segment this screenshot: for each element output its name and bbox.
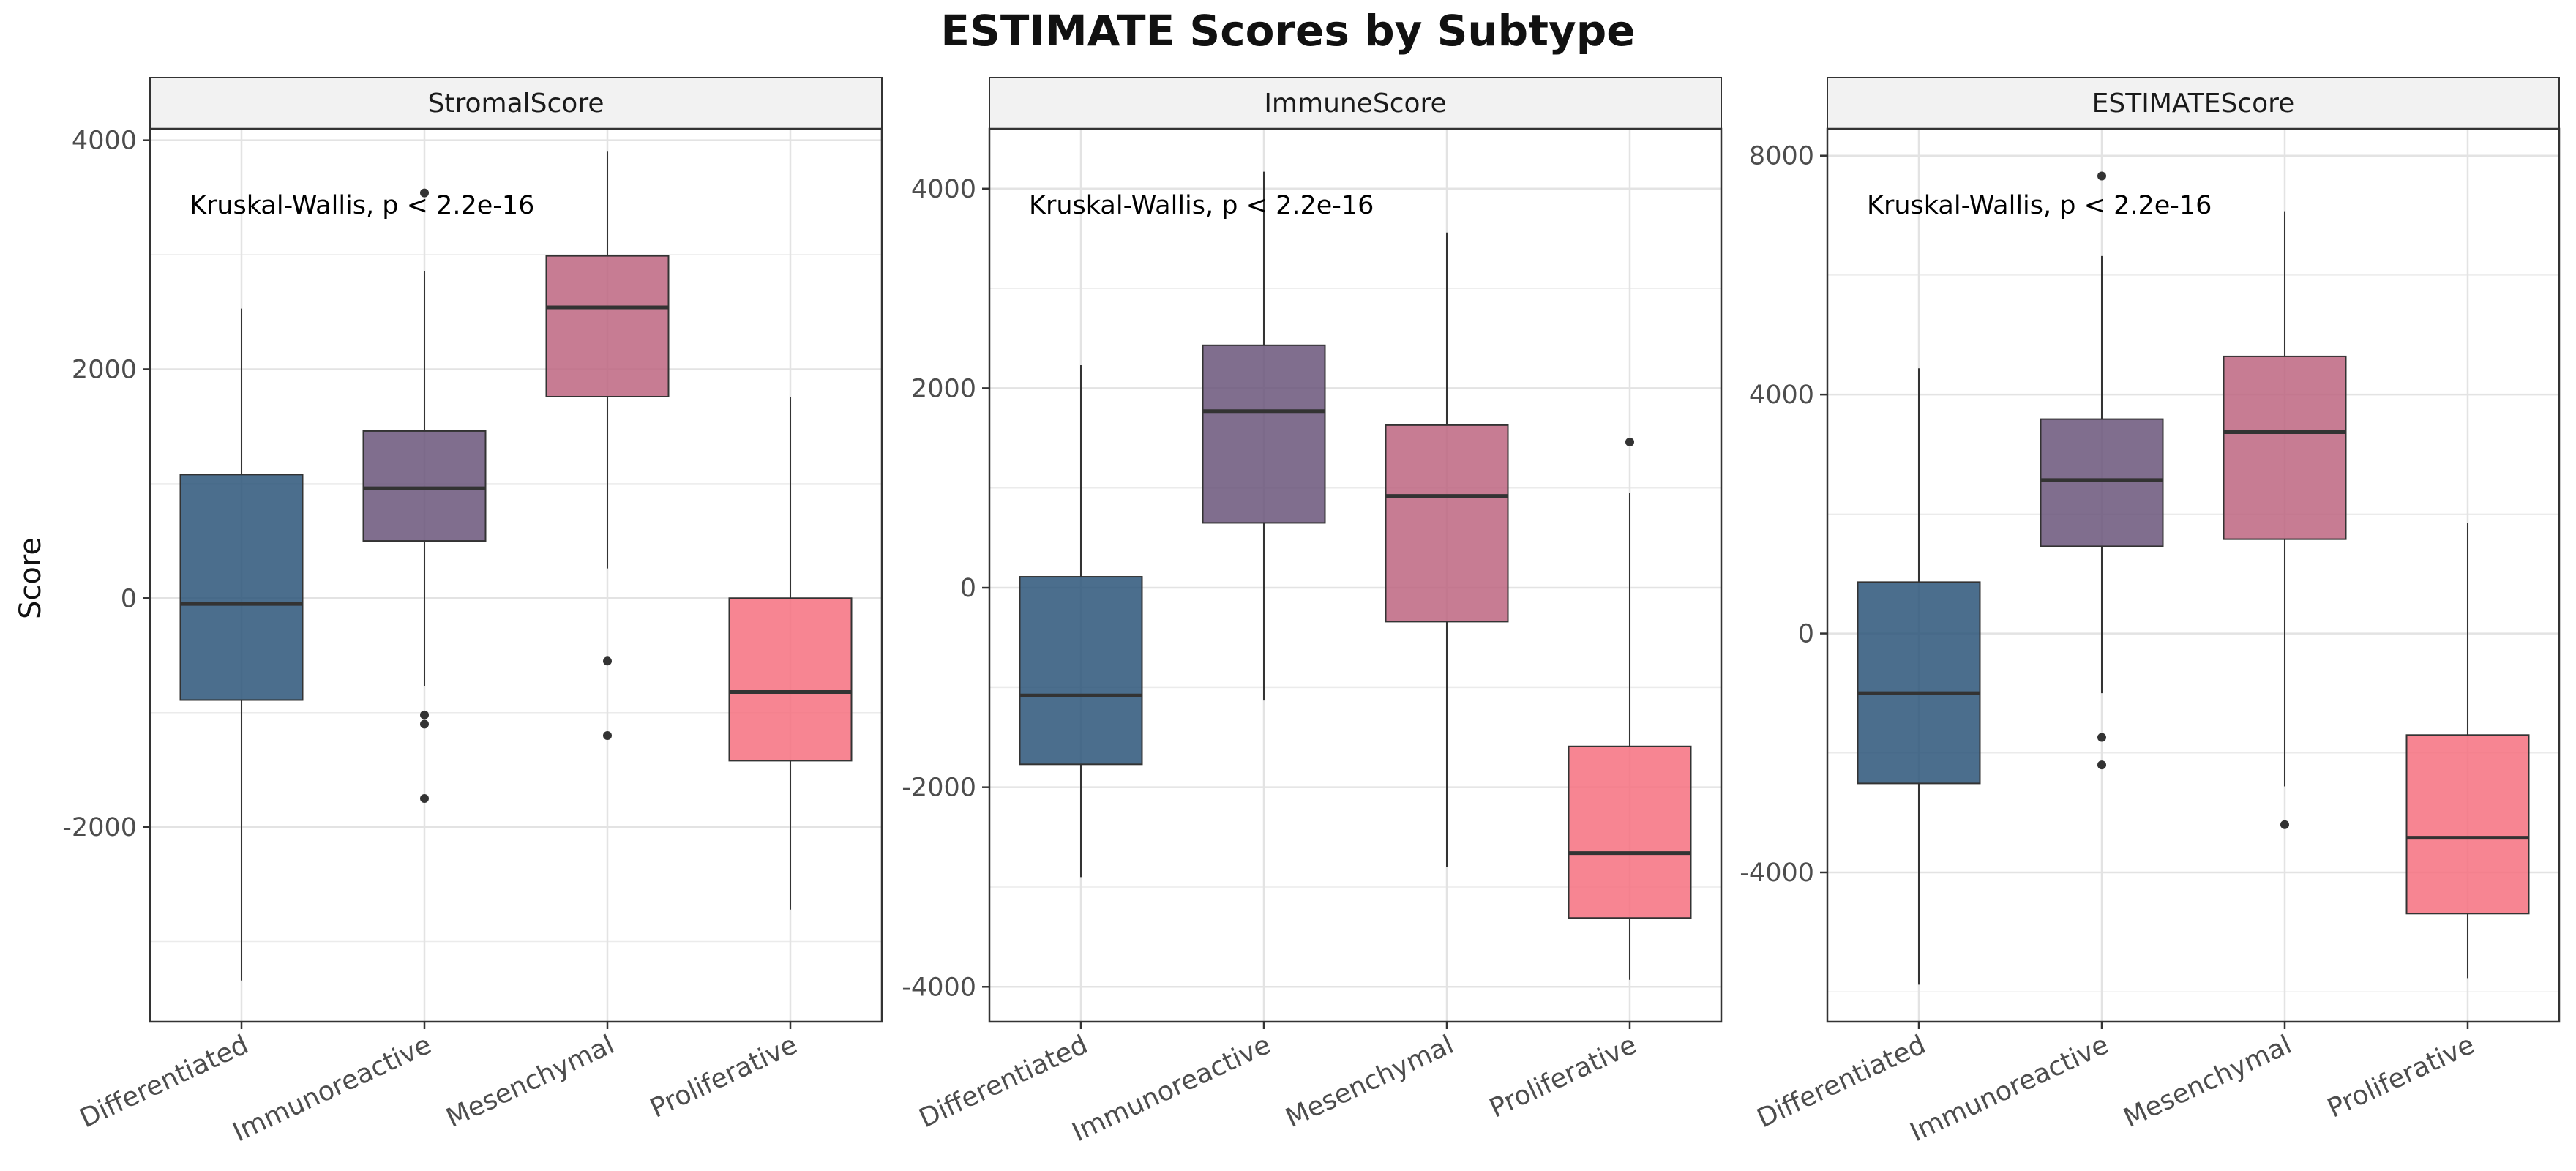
- box-iqr: [545, 255, 670, 397]
- kruskal-wallis-annotation: Kruskal-Wallis, p < 2.2e-16: [1029, 191, 1374, 220]
- box-mesenchymal: [2223, 211, 2347, 829]
- box-iqr: [1568, 745, 1692, 919]
- y-tick-label: 0: [1798, 620, 1814, 649]
- box-proliferative: [1568, 438, 1692, 980]
- outlier-point: [420, 794, 429, 803]
- outlier-point: [420, 710, 429, 719]
- box-immunoreactive: [362, 188, 487, 803]
- facet-strip-label: ImmuneScore: [1264, 89, 1446, 119]
- outlier-point: [2097, 760, 2106, 770]
- y-tick-label: 4000: [72, 127, 137, 156]
- panel-border: [149, 127, 883, 1023]
- figure-title: ESTIMATE Scores by Subtype: [940, 6, 1635, 56]
- outlier-point: [420, 719, 429, 729]
- facet-strip-label: StromalScore: [428, 89, 604, 119]
- box-mesenchymal: [545, 151, 670, 740]
- y-tick-label: 0: [121, 584, 137, 613]
- kruskal-wallis-annotation: Kruskal-Wallis, p < 2.2e-16: [1867, 191, 2212, 220]
- box-mesenchymal: [1385, 232, 1509, 867]
- y-tick-label: -4000: [1740, 858, 1814, 888]
- y-tick-label: -2000: [62, 813, 137, 842]
- box-iqr: [2405, 734, 2530, 915]
- y-tick-label: 2000: [911, 374, 976, 403]
- box-iqr: [1202, 344, 1326, 524]
- facet-strip: [989, 77, 1722, 130]
- y-tick-label: 0: [960, 574, 976, 603]
- box-immunoreactive: [1202, 171, 1326, 701]
- outlier-point: [603, 730, 612, 740]
- facet-strip-label: ESTIMATEScore: [2092, 89, 2295, 119]
- box-proliferative: [728, 397, 853, 910]
- box-iqr: [179, 474, 304, 701]
- outlier-point: [1625, 438, 1634, 447]
- facet-panel-estimatescore: ESTIMATEScore Kruskal-Wallis, p < 2.2e-16…: [1740, 77, 2561, 1148]
- y-tick-label: 2000: [72, 355, 137, 384]
- box-iqr: [2040, 418, 2164, 547]
- facet-panel-immunescore: ImmuneScore Kruskal-Wallis, p < 2.2e-16 -4…: [902, 77, 1723, 1148]
- y-tick-label: 8000: [1749, 142, 1814, 171]
- box-proliferative: [2405, 523, 2530, 979]
- box-differentiated: [1857, 368, 1981, 985]
- facet-panel-stromalscore: StromalScore Kruskal-Wallis, p < 2.2e-16 -…: [62, 77, 883, 1148]
- outlier-point: [420, 188, 429, 198]
- box-immunoreactive: [2040, 171, 2164, 770]
- box-differentiated: [1019, 365, 1143, 878]
- panel-border: [1826, 127, 2561, 1023]
- box-iqr: [2223, 355, 2347, 540]
- box-iqr: [362, 430, 487, 542]
- y-axis-title: Score: [14, 537, 48, 619]
- outlier-point: [2097, 733, 2106, 742]
- facet-strip: [149, 77, 883, 130]
- outlier-point: [2097, 171, 2106, 181]
- outlier-point: [603, 656, 612, 666]
- box-iqr: [1019, 576, 1143, 766]
- kruskal-wallis-annotation: Kruskal-Wallis, p < 2.2e-16: [190, 191, 534, 220]
- y-tick-label: 4000: [911, 175, 976, 204]
- box-iqr: [728, 597, 853, 762]
- outlier-point: [2280, 820, 2289, 829]
- facet-panels: StromalScore Kruskal-Wallis, p < 2.2e-16 -…: [62, 77, 2561, 1148]
- facet-strip: [1827, 77, 2560, 130]
- box-differentiated: [179, 308, 304, 981]
- y-tick-label: 4000: [1749, 381, 1814, 410]
- panel-border: [988, 127, 1723, 1023]
- y-tick-label: -2000: [902, 774, 976, 803]
- box-iqr: [1385, 424, 1509, 623]
- box-iqr: [1857, 581, 1981, 785]
- y-tick-label: -4000: [902, 973, 976, 1002]
